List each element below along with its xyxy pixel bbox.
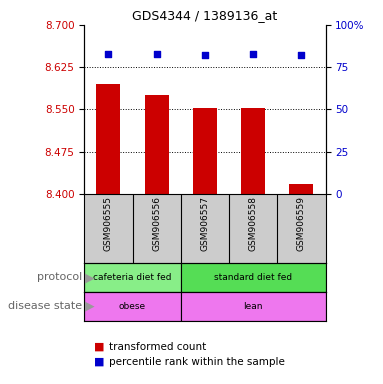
Text: GSM906559: GSM906559 — [297, 196, 306, 251]
Text: standard diet fed: standard diet fed — [214, 273, 292, 282]
Text: ■: ■ — [94, 357, 105, 367]
Text: ▶: ▶ — [85, 300, 95, 313]
Text: GSM906557: GSM906557 — [200, 196, 210, 251]
Bar — [84, 263, 181, 292]
Text: ■: ■ — [94, 342, 105, 352]
Text: protocol: protocol — [37, 272, 82, 283]
Title: GDS4344 / 1389136_at: GDS4344 / 1389136_at — [132, 9, 278, 22]
Text: lean: lean — [244, 302, 263, 311]
Bar — [84, 292, 181, 321]
Text: disease state: disease state — [8, 301, 82, 311]
Text: cafeteria diet fed: cafeteria diet fed — [93, 273, 172, 282]
Text: percentile rank within the sample: percentile rank within the sample — [109, 357, 285, 367]
Text: GSM906558: GSM906558 — [249, 196, 258, 251]
Bar — [290, 184, 314, 194]
Text: GSM906556: GSM906556 — [152, 196, 161, 251]
Bar — [145, 95, 169, 194]
Bar — [241, 108, 265, 194]
Point — [298, 52, 304, 58]
Bar — [97, 84, 120, 194]
Text: GSM906555: GSM906555 — [104, 196, 113, 251]
Bar — [181, 263, 326, 292]
Text: transformed count: transformed count — [109, 342, 206, 352]
Point — [250, 51, 256, 57]
Bar — [193, 108, 217, 194]
Bar — [181, 292, 326, 321]
Point — [154, 51, 160, 57]
Text: ▶: ▶ — [85, 271, 95, 284]
Point — [105, 51, 111, 57]
Point — [202, 52, 208, 58]
Text: obese: obese — [119, 302, 146, 311]
